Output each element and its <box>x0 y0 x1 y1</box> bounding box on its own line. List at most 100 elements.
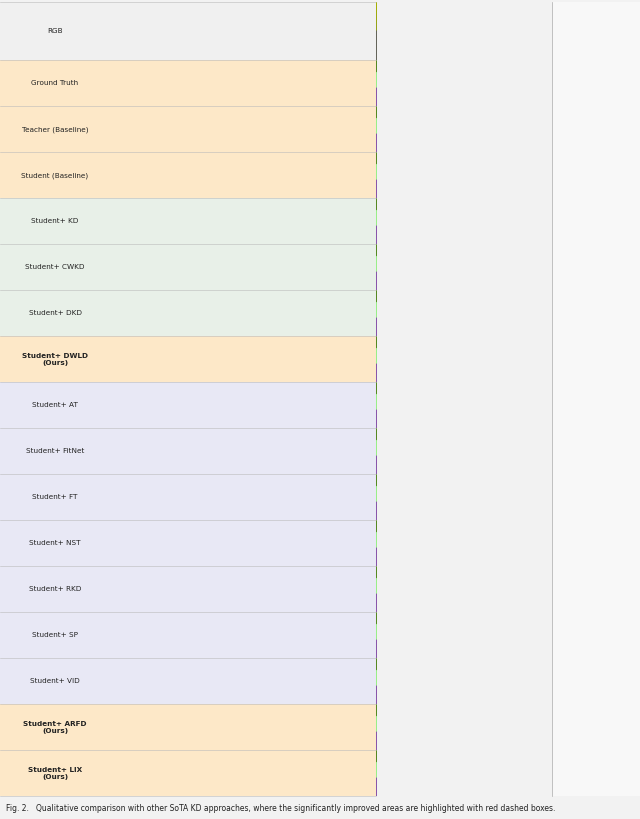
Bar <box>558 346 582 368</box>
Bar <box>115 389 154 415</box>
Bar <box>558 53 582 75</box>
Bar <box>115 159 154 185</box>
Text: Student+ AT: Student+ AT <box>32 402 78 408</box>
Bar <box>558 221 582 242</box>
Bar <box>236 202 274 238</box>
Text: Student+ RKD: Student+ RKD <box>29 586 81 592</box>
Bar <box>236 156 274 192</box>
Bar <box>558 597 582 619</box>
Text: Bicycle: Bicycle <box>588 478 614 487</box>
Bar <box>558 555 582 577</box>
Text: Student+ DKD: Student+ DKD <box>29 310 81 316</box>
Bar <box>115 251 154 278</box>
Text: Traffic Light: Traffic Light <box>588 604 632 613</box>
Bar <box>115 757 154 783</box>
Text: Building: Building <box>588 269 619 278</box>
Bar <box>115 481 154 507</box>
Text: Student+ KD: Student+ KD <box>31 219 79 224</box>
Bar <box>115 711 154 737</box>
Bar <box>335 78 374 104</box>
Bar <box>115 527 154 554</box>
Bar <box>558 305 582 326</box>
Bar <box>335 767 374 794</box>
Text: Train: Train <box>588 687 606 696</box>
Bar <box>236 110 274 146</box>
Text: Motorcycle: Motorcycle <box>588 771 629 780</box>
Bar <box>558 137 582 159</box>
Bar <box>335 170 374 196</box>
Text: Fig. 2.   Qualitative comparison with other SoTA KD approaches, where the signif: Fig. 2. Qualitative comparison with othe… <box>6 804 556 813</box>
Text: Student (Baseline): Student (Baseline) <box>22 172 88 179</box>
Bar <box>558 179 582 201</box>
Text: Fence: Fence <box>588 520 609 529</box>
Bar <box>236 570 274 605</box>
Bar <box>335 354 374 380</box>
Bar <box>115 665 154 691</box>
Text: Rider: Rider <box>588 185 607 194</box>
Text: Road: Road <box>588 18 607 27</box>
Bar <box>236 708 274 743</box>
Bar <box>236 478 274 514</box>
Bar <box>115 343 154 369</box>
Text: Ground Truth: Ground Truth <box>31 80 79 87</box>
Bar <box>236 432 274 468</box>
Bar <box>558 11 582 34</box>
Bar <box>335 676 374 702</box>
Text: Student+ FitNet: Student+ FitNet <box>26 448 84 455</box>
Bar <box>335 124 374 150</box>
Text: Truck: Truck <box>588 437 607 446</box>
Bar <box>115 619 154 645</box>
Text: Sky: Sky <box>588 227 601 236</box>
Bar <box>558 472 582 493</box>
Text: Sidewalk: Sidewalk <box>588 143 621 152</box>
Bar <box>558 388 582 410</box>
Bar <box>236 524 274 559</box>
Text: Vegetation: Vegetation <box>588 729 628 738</box>
Text: Teacher (Baseline): Teacher (Baseline) <box>22 126 88 133</box>
Bar <box>236 616 274 651</box>
Text: Student+ NST: Student+ NST <box>29 541 81 546</box>
Bar <box>558 430 582 451</box>
Text: RGB: RGB <box>47 28 63 34</box>
Bar <box>335 584 374 610</box>
Bar <box>335 538 374 563</box>
Bar <box>335 400 374 426</box>
Bar <box>558 95 582 117</box>
Text: Wall: Wall <box>588 395 604 403</box>
Text: Terrain: Terrain <box>588 102 614 111</box>
Bar <box>558 514 582 535</box>
Bar <box>115 206 154 232</box>
Bar <box>335 630 374 656</box>
Bar <box>335 722 374 748</box>
Text: Student+ SP: Student+ SP <box>32 632 78 638</box>
Text: Student+ FT: Student+ FT <box>33 494 77 500</box>
Bar <box>115 435 154 461</box>
Text: Car: Car <box>588 310 600 319</box>
Bar <box>236 64 274 99</box>
Text: Student+ DWLD
(Ours): Student+ DWLD (Ours) <box>22 353 88 366</box>
Bar <box>335 216 374 242</box>
Bar <box>558 639 582 661</box>
Bar <box>558 681 582 703</box>
Bar <box>335 446 374 472</box>
Text: Student+ ARFD
(Ours): Student+ ARFD (Ours) <box>23 721 87 734</box>
Bar <box>115 573 154 600</box>
Bar <box>335 262 374 288</box>
Text: Person: Person <box>588 60 613 69</box>
Bar <box>335 491 374 518</box>
Text: Student+ LIX
(Ours): Student+ LIX (Ours) <box>28 767 82 780</box>
Bar <box>558 263 582 284</box>
Bar <box>236 294 274 329</box>
Bar <box>236 753 274 790</box>
Bar <box>558 722 582 744</box>
Text: Student+ CWKD: Student+ CWKD <box>26 265 84 270</box>
Bar <box>236 248 274 283</box>
Text: Bus: Bus <box>588 562 601 571</box>
Bar <box>335 308 374 334</box>
Bar <box>115 67 154 93</box>
Text: Traffic Sign: Traffic Sign <box>588 352 630 361</box>
Bar <box>115 297 154 324</box>
Text: Student+ VID: Student+ VID <box>30 678 80 684</box>
Bar <box>115 113 154 139</box>
Bar <box>236 662 274 697</box>
